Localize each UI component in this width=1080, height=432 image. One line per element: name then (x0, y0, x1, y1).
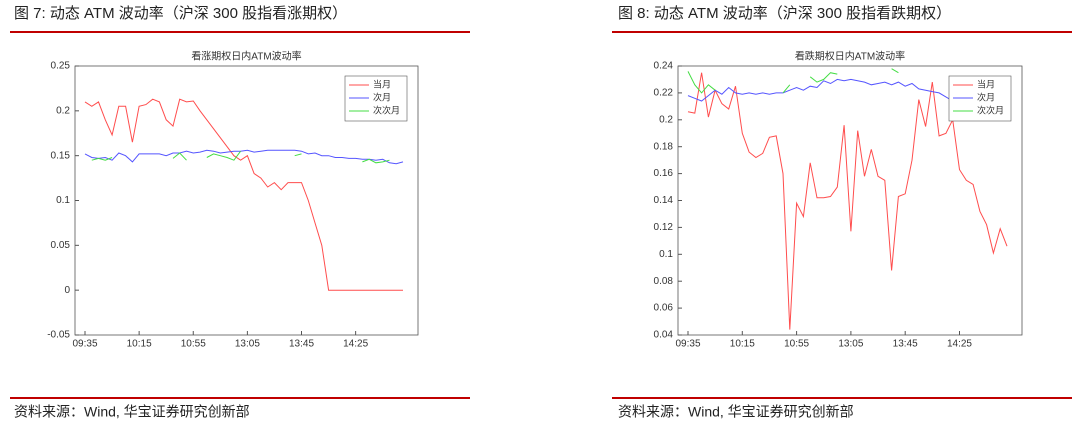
x-tick-label: 14:25 (947, 339, 972, 350)
legend-label: 当月 (373, 78, 391, 89)
chart-title: 看跌期权日内ATM波动率 (795, 50, 905, 63)
y-tick-label: 0.04 (654, 330, 674, 341)
y-tick-label: 0.2 (56, 105, 70, 116)
y-tick-label: 0.08 (654, 276, 674, 287)
x-tick-label: 13:05 (838, 339, 863, 350)
x-tick-label: 13:05 (235, 339, 260, 350)
y-tick-label: 0.18 (654, 141, 674, 152)
y-tick-label: 0.25 (51, 61, 71, 72)
y-tick-label: 0.05 (51, 240, 71, 251)
y-tick-label: 0 (64, 285, 70, 296)
x-tick-label: 09:35 (72, 339, 97, 350)
x-tick-label: 14:25 (343, 339, 368, 350)
legend-label: 当月 (977, 78, 995, 89)
series-line (84, 98, 403, 291)
x-tick-label: 10:15 (127, 339, 152, 350)
series-line (687, 68, 899, 94)
legend-label: 次次月 (373, 104, 400, 115)
chart-title: 看涨期权日内ATM波动率 (191, 50, 301, 63)
x-tick-label: 13:45 (893, 339, 918, 350)
y-tick-label: 0.16 (654, 168, 674, 179)
y-tick-label: 0.06 (654, 303, 674, 314)
source-note: 资料来源：Wind, 华宝证券研究创新部 (14, 404, 250, 420)
x-tick-label: 13:45 (289, 339, 314, 350)
y-tick-label: 0.2 (659, 114, 673, 125)
y-tick-label: 0.1 (56, 195, 70, 206)
y-tick-label: -0.05 (47, 330, 70, 341)
legend-label: 次月 (373, 91, 391, 102)
y-tick-label: 0.24 (654, 61, 674, 72)
series-line (687, 72, 1008, 330)
series-line (91, 150, 390, 164)
source-note: 资料来源：Wind, 华宝证券研究创新部 (618, 404, 854, 420)
x-tick-label: 10:55 (784, 339, 809, 350)
figure-caption: 图 7: 动态 ATM 波动率（沪深 300 股指看涨期权） (14, 5, 347, 22)
y-tick-label: 0.14 (654, 195, 674, 206)
series-line (84, 149, 404, 165)
y-tick-label: 0.12 (654, 222, 674, 233)
legend-label: 次月 (977, 91, 995, 102)
x-tick-label: 09:35 (675, 339, 700, 350)
legend-label: 次次月 (977, 104, 1004, 115)
x-tick-label: 10:55 (181, 339, 206, 350)
y-tick-label: 0.1 (659, 249, 673, 260)
figure-caption: 图 8: 动态 ATM 波动率（沪深 300 股指看跌期权） (618, 5, 951, 22)
y-tick-label: 0.15 (51, 150, 71, 161)
x-tick-label: 10:15 (730, 339, 755, 350)
y-tick-label: 0.22 (654, 88, 674, 99)
